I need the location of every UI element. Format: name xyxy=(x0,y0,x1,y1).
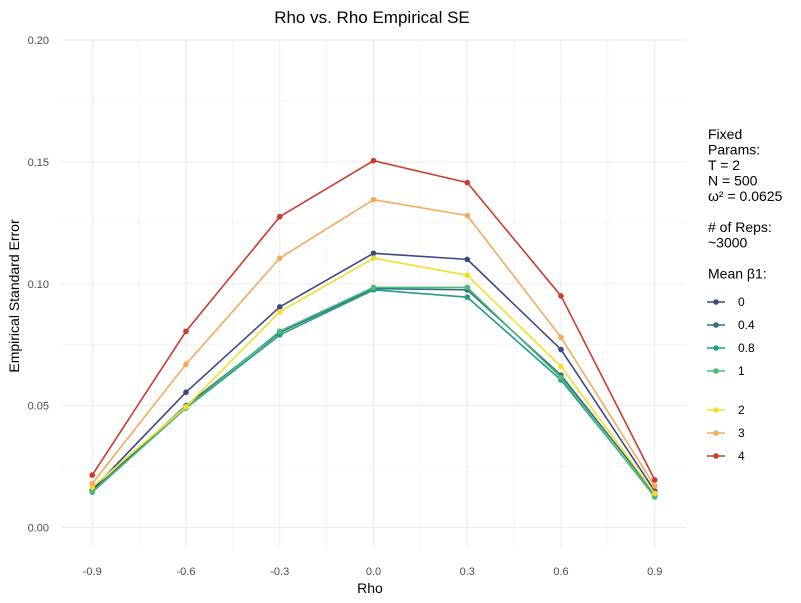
legend-label: 2 xyxy=(738,403,745,417)
series-layer xyxy=(89,157,658,500)
data-point xyxy=(276,328,283,335)
legend-caption-line: Mean β1: xyxy=(708,266,767,282)
x-tick-label: 0.6 xyxy=(553,566,568,578)
data-point xyxy=(464,284,471,291)
legend-key-point xyxy=(713,430,719,436)
legend-item: 0.8 xyxy=(707,341,755,355)
data-point xyxy=(370,157,377,164)
data-point xyxy=(183,361,189,367)
series-4 xyxy=(89,157,658,483)
data-point xyxy=(464,212,471,219)
data-point xyxy=(89,480,96,487)
y-axis-ticks: 0.00 0.05 0.10 0.15 0.20 xyxy=(28,35,49,535)
legend-label: 1 xyxy=(738,364,745,378)
data-point xyxy=(558,334,564,341)
data-point xyxy=(558,374,564,381)
data-point xyxy=(276,213,283,220)
legend-key-point xyxy=(713,322,719,328)
x-tick-label: -0.3 xyxy=(270,566,289,578)
data-point xyxy=(651,483,658,489)
major-gridlines xyxy=(61,39,686,547)
x-axis-title: Rho xyxy=(357,580,383,596)
legend-caption-line: ω² = 0.0625 xyxy=(708,188,783,204)
legend-key-point xyxy=(713,368,719,374)
data-point xyxy=(370,196,377,203)
data-point xyxy=(558,293,564,299)
y-tick-label: 0.15 xyxy=(28,157,49,169)
legend-key-point xyxy=(713,345,719,351)
data-point xyxy=(89,489,96,495)
data-point xyxy=(183,328,189,335)
legend-caption-line: Params: xyxy=(708,142,760,158)
x-tick-label: 0.0 xyxy=(366,566,381,578)
legend-caption-line: ~3000 xyxy=(708,235,748,251)
legend-caption-line: T = 2 xyxy=(708,157,740,173)
data-point xyxy=(370,284,377,291)
legend-label: 4 xyxy=(738,449,745,463)
data-point xyxy=(464,179,471,186)
y-tick-label: 0.20 xyxy=(28,35,49,47)
data-point xyxy=(651,477,658,483)
data-point xyxy=(558,363,564,370)
y-tick-label: 0.10 xyxy=(28,279,49,291)
data-point xyxy=(276,255,283,261)
legend-key-point xyxy=(713,407,719,413)
x-axis-ticks: -0.9 -0.6 -0.3 0.0 0.3 0.6 0.9 xyxy=(83,566,663,578)
legend-key-point xyxy=(713,453,719,459)
data-point xyxy=(276,308,283,315)
data-point xyxy=(183,404,189,410)
legend-item: 3 xyxy=(707,426,745,440)
x-tick-label: -0.9 xyxy=(83,566,102,578)
series-3 xyxy=(89,196,658,489)
legend-label: 3 xyxy=(738,426,745,440)
legend-caption-line: Fixed xyxy=(708,126,742,142)
legend-caption-line: # of Reps: xyxy=(708,219,772,235)
legend-item: 2 xyxy=(707,403,745,417)
legend-item: 4 xyxy=(707,449,745,463)
data-point xyxy=(370,255,377,261)
legend-item: 0 xyxy=(707,295,745,309)
data-point xyxy=(464,272,471,279)
legend-item: 1 xyxy=(707,364,745,378)
legend-label: 0 xyxy=(738,295,745,309)
legend-label: 0.4 xyxy=(738,318,755,332)
legend-caption-line: N = 500 xyxy=(708,173,758,189)
y-tick-label: 0.00 xyxy=(28,523,49,535)
data-point xyxy=(370,250,377,257)
data-point xyxy=(276,304,283,310)
y-axis-title: Empirical Standard Error xyxy=(6,219,22,373)
data-point xyxy=(89,472,96,478)
x-tick-label: 0.9 xyxy=(647,566,662,578)
data-point xyxy=(651,490,658,497)
data-point xyxy=(558,346,564,353)
data-point xyxy=(464,256,471,263)
data-point xyxy=(464,294,471,300)
x-tick-label: -0.6 xyxy=(177,566,196,578)
chart-title: Rho vs. Rho Empirical SE xyxy=(274,8,470,27)
legend-key-point xyxy=(713,299,719,305)
legend-item: 0.4 xyxy=(707,318,755,332)
legend-label: 0.8 xyxy=(738,341,755,355)
x-tick-label: 0.3 xyxy=(460,566,475,578)
y-tick-label: 0.05 xyxy=(28,401,49,413)
data-point xyxy=(183,389,189,396)
